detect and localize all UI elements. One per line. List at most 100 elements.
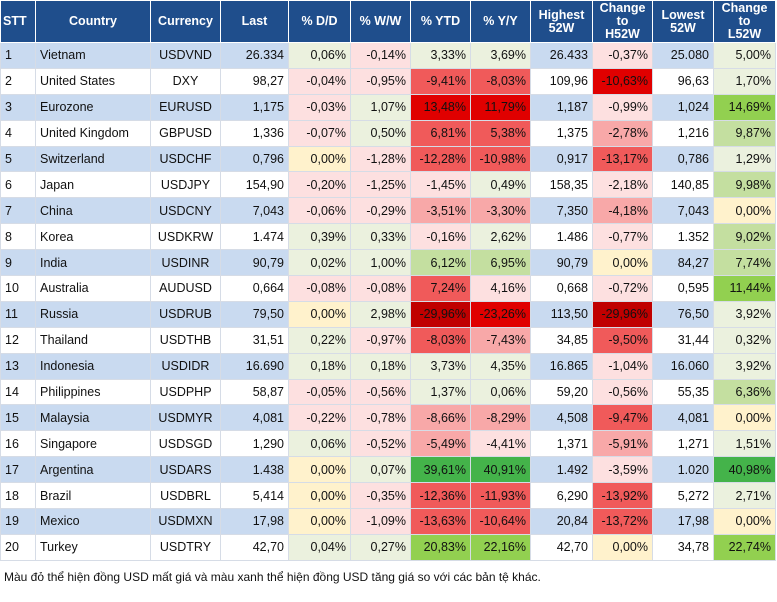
table-cell: 1.486 (530, 223, 593, 251)
table-cell: 1,07% (350, 93, 411, 121)
table-cell: 3,73% (410, 352, 471, 380)
table-cell: 5,272 (652, 482, 714, 510)
table-cell: 154,90 (220, 171, 289, 199)
table-cell: -29,96% (592, 300, 653, 328)
table-cell: 13,48% (410, 93, 471, 121)
table-cell: 0,00% (592, 249, 653, 277)
table-cell: 34,78 (652, 533, 714, 561)
table-cell: 0,00% (288, 300, 351, 328)
table-row: 20 Turkey USDTRY 42,70 0,04% 0,27% 20,83% 22,16… (0, 533, 776, 561)
table-cell: -9,50% (592, 326, 653, 354)
table-row: 18 Brazil USDBRL 5,414 0,00% -0,35% -12,36% -11… (0, 482, 776, 510)
table-cell: USDARS (150, 456, 221, 484)
table-cell: 1,371 (530, 430, 593, 458)
table-cell: 16.690 (220, 352, 289, 380)
table-cell: Switzerland (35, 145, 151, 173)
table-cell: 3,92% (713, 352, 776, 380)
table-cell: 1.474 (220, 223, 289, 251)
table-cell: 1,29% (713, 145, 776, 173)
table-cell: -0,95% (350, 67, 411, 95)
table-cell: 90,79 (530, 249, 593, 277)
table-cell: 20,84 (530, 508, 593, 535)
table-cell: 0,49% (470, 171, 531, 199)
table-cell: 26.334 (220, 42, 289, 69)
table-cell: 42,70 (530, 533, 593, 561)
table-cell: -8,29% (470, 404, 531, 432)
table-cell: -1,28% (350, 145, 411, 173)
fx-table: STT Country Currency Last% D/D% W/W% YTD% Y… (0, 0, 776, 561)
table-cell: -1,04% (592, 352, 653, 380)
table-cell: USDMXN (150, 508, 221, 535)
table-cell: USDCNY (150, 197, 221, 225)
table-cell: USDKRW (150, 223, 221, 251)
table-cell: 96,63 (652, 67, 714, 95)
table-cell: 55,35 (652, 378, 714, 406)
table-cell: 1.492 (530, 456, 593, 484)
column-header: % YTD (410, 0, 471, 43)
table-cell: -2,18% (592, 171, 653, 199)
header-row: STT Country Currency Last% D/D% W/W% YTD% Y… (0, 0, 776, 43)
table-cell: -0,08% (288, 275, 351, 302)
table-cell: 12 (0, 326, 36, 354)
table-cell: -13,17% (592, 145, 653, 173)
table-cell: Turkey (35, 533, 151, 561)
table-cell: 20 (0, 533, 36, 561)
table-cell: -0,22% (288, 404, 351, 432)
table-cell: USDINR (150, 249, 221, 277)
table-cell: USDVND (150, 42, 221, 69)
table-row: 13 Indonesia USDIDR 16.690 0,18% 0,18% 3,73% 4,… (0, 352, 776, 380)
column-header: % W/W (350, 0, 411, 43)
table-cell: -0,56% (592, 378, 653, 406)
table-cell: -13,72% (592, 508, 653, 535)
table-cell: 16.060 (652, 352, 714, 380)
table-cell: 17 (0, 456, 36, 484)
table-cell: 4,081 (652, 404, 714, 432)
table-cell: -2,78% (592, 119, 653, 147)
table-cell: -3,59% (592, 456, 653, 484)
table-cell: -0,16% (410, 223, 471, 251)
table-cell: 6,290 (530, 482, 593, 510)
table-cell: 40,98% (713, 456, 776, 484)
table-cell: 1.438 (220, 456, 289, 484)
table-cell: 0,664 (220, 275, 289, 302)
table-cell: USDIDR (150, 352, 221, 380)
table-cell: -12,28% (410, 145, 471, 173)
table-cell: -11,93% (470, 482, 531, 510)
table-cell: 6,81% (410, 119, 471, 147)
table-cell: United States (35, 67, 151, 95)
table-cell: 0,06% (288, 430, 351, 458)
table-cell: Malaysia (35, 404, 151, 432)
table-cell: -0,37% (592, 42, 653, 69)
table-cell: -0,77% (592, 223, 653, 251)
table-cell: 1,51% (713, 430, 776, 458)
table-row: 10 Australia AUDUSD 0,664 -0,08% -0,08% 7,24% 4… (0, 275, 776, 302)
table-cell: 90,79 (220, 249, 289, 277)
footnote: Màu đỏ thể hiện đồng USD mất giá và màu … (4, 569, 541, 584)
table-cell: 16 (0, 430, 36, 458)
table-cell: 13 (0, 352, 36, 380)
table-cell: -0,29% (350, 197, 411, 225)
table-cell: 31,44 (652, 326, 714, 354)
table-cell: -3,30% (470, 197, 531, 225)
table-cell: -0,56% (350, 378, 411, 406)
table-cell: 9,02% (713, 223, 776, 251)
column-header: Currency (150, 0, 221, 43)
table-cell: 158,35 (530, 171, 593, 199)
column-header: Change to L52W (713, 0, 776, 43)
table-cell: 34,85 (530, 326, 593, 354)
table-cell: -0,03% (288, 93, 351, 121)
table-cell: -13,63% (410, 508, 471, 535)
table-cell: 1,187 (530, 93, 593, 121)
table-cell: 0,06% (288, 42, 351, 69)
table-cell: -10,64% (470, 508, 531, 535)
table-cell: -12,36% (410, 482, 471, 510)
table-row: 15 Malaysia USDMYR 4,081 -0,22% -0,78% -8,66% -… (0, 404, 776, 432)
table-cell: -8,03% (410, 326, 471, 354)
table-cell: Eurozone (35, 93, 151, 121)
table-cell: 8 (0, 223, 36, 251)
table-cell: 9 (0, 249, 36, 277)
table-cell: 0,02% (288, 249, 351, 277)
table-cell: 0,18% (288, 352, 351, 380)
table-cell: -7,43% (470, 326, 531, 354)
table-row: 6 Japan USDJPY 154,90 -0,20% -1,25% -1,45% 0,49… (0, 171, 776, 199)
